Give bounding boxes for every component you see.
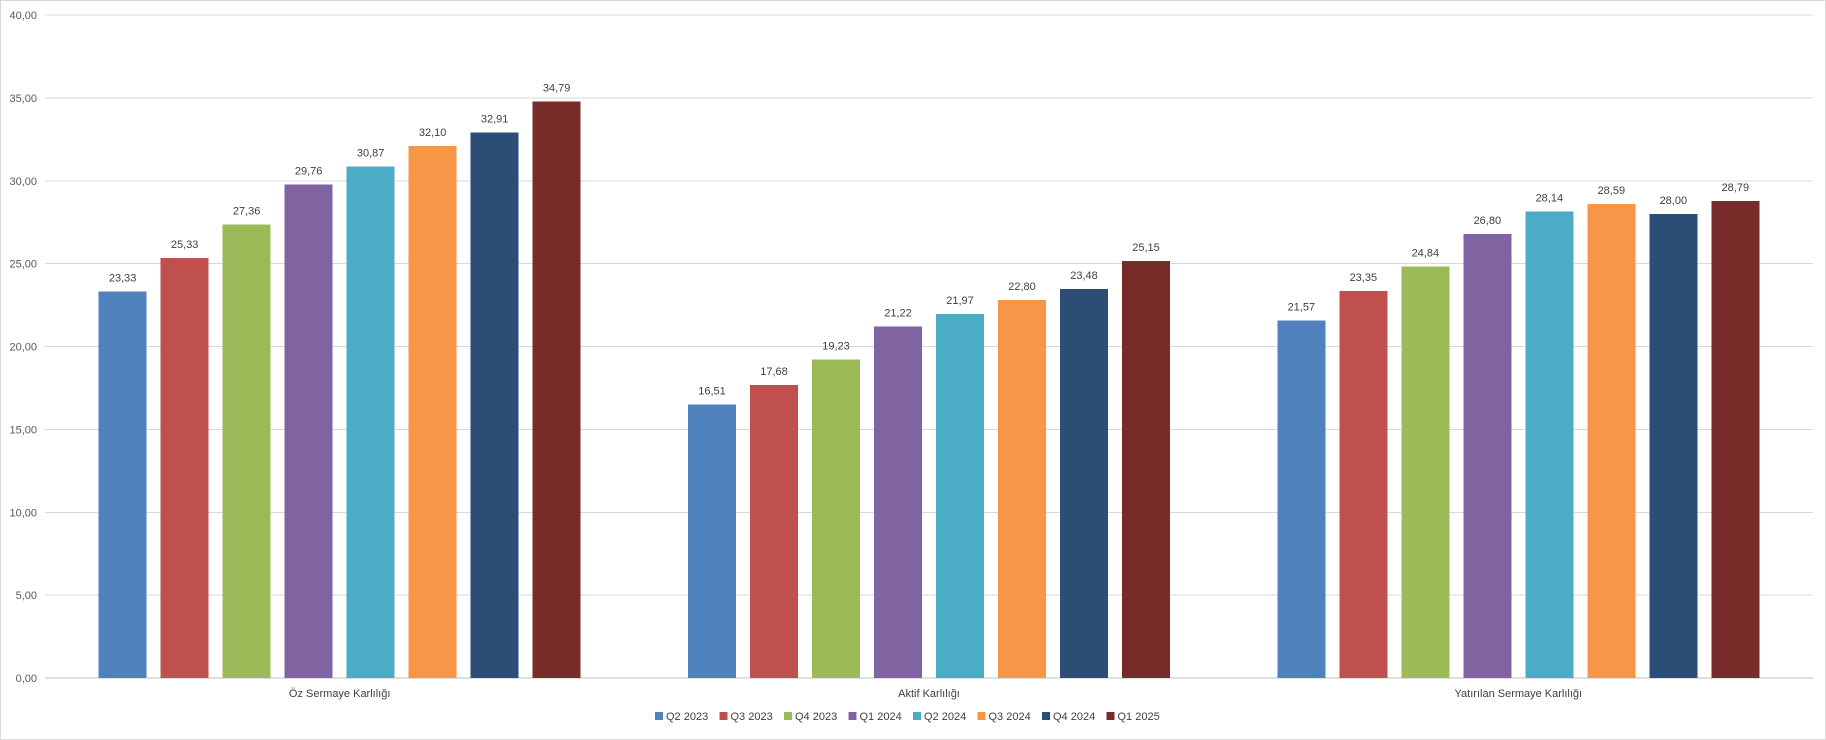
bar-q4-2023-aktif-karliligi	[812, 359, 860, 678]
category-label: Öz Sermaye Karlılığı	[289, 688, 390, 700]
y-tick-label: 35,00	[9, 93, 37, 105]
data-label: 24,84	[1412, 247, 1440, 259]
bar-q3-2024-oz-sermaye-karliligi	[408, 145, 457, 678]
bar-q3-2023-oz-sermaye-karliligi	[160, 258, 209, 678]
bar-q3-2024-aktif-karliligi	[998, 300, 1046, 678]
data-label: 27,36	[233, 206, 261, 218]
legend-swatch	[848, 712, 857, 720]
y-tick-label: 40,00	[9, 10, 37, 22]
legend-item-q4-2024: Q4 2024	[1042, 711, 1095, 723]
bar-q2-2023-yatirilan-sermaye-karliligi	[1277, 320, 1326, 678]
bar-q2-2024-oz-sermaye-karliligi	[346, 166, 395, 678]
legend-item-q2-2024: Q2 2024	[913, 711, 966, 723]
data-label: 32,91	[481, 114, 509, 126]
legend: Q2 2023 Q3 2023 Q4 2023 Q1 2024 Q2 2024 Q3 20…	[655, 711, 1160, 723]
legend-label: Q4 2023	[795, 711, 837, 723]
bar-q1-2024-aktif-karliligi	[874, 326, 922, 678]
data-label: 17,68	[760, 366, 788, 378]
data-label: 29,76	[295, 166, 323, 178]
legend-swatch	[1106, 712, 1115, 720]
legend-label: Q1 2024	[860, 711, 902, 723]
y-tick-label: 5,00	[16, 590, 37, 602]
legend-swatch	[913, 712, 921, 720]
legend-label: Q3 2023	[731, 711, 773, 723]
legend-swatch	[719, 712, 728, 720]
data-label: 26,80	[1474, 215, 1502, 227]
data-labels: 23,33 25,33 27,36 29,76 30,87 32,10 32,91 34,79…	[109, 82, 1749, 397]
data-label: 28,00	[1660, 195, 1688, 207]
y-tick-label: 15,00	[9, 424, 37, 436]
y-tick-label: 30,00	[9, 176, 37, 188]
bar-q2-2024-aktif-karliligi	[936, 313, 984, 678]
category-label: Aktif Karlılığı	[898, 688, 960, 700]
data-label: 32,10	[419, 127, 447, 139]
legend-swatch	[977, 712, 986, 720]
data-label: 16,51	[698, 385, 726, 397]
data-label: 28,14	[1536, 193, 1564, 205]
y-axis-tick-labels: 0,00 5,00 10,00 15,00 20,00 25,00 30,00 35,00 40…	[9, 10, 37, 685]
legend-item-q1-2024: Q1 2024	[848, 711, 902, 723]
bar-q1-2025-yatirilan-sermaye-karliligi	[1711, 200, 1760, 678]
data-label: 30,87	[357, 147, 385, 159]
bar-q3-2023-aktif-karliligi	[750, 384, 798, 678]
bar-q4-2024-aktif-karliligi	[1060, 288, 1108, 678]
legend-swatch	[655, 712, 663, 720]
bar-q1-2025-oz-sermaye-karliligi	[532, 101, 581, 678]
bar-q4-2023-yatirilan-sermaye-karliligi	[1401, 266, 1450, 678]
bars	[98, 101, 1760, 679]
legend-item-q1-2025: Q1 2025	[1106, 711, 1160, 723]
bar-q1-2025-aktif-karliligi	[1122, 261, 1170, 678]
y-tick-label: 10,00	[9, 507, 37, 519]
category-label: Yatırılan Sermaye Karlılığı	[1455, 688, 1583, 700]
bar-q4-2024-yatirilan-sermaye-karliligi	[1649, 213, 1698, 678]
legend-item-q3-2024: Q3 2024	[977, 711, 1031, 723]
bar-q3-2024-yatirilan-sermaye-karliligi	[1587, 204, 1636, 679]
y-tick-label: 0,00	[16, 673, 37, 685]
y-tick-label: 20,00	[9, 342, 37, 354]
bar-q1-2024-yatirilan-sermaye-karliligi	[1463, 233, 1512, 679]
data-label: 28,59	[1598, 185, 1626, 197]
bar-q2-2024-yatirilan-sermaye-karliligi	[1525, 211, 1574, 678]
data-label: 21,57	[1288, 301, 1316, 313]
data-label: 23,33	[109, 272, 137, 284]
data-label: 25,15	[1132, 242, 1160, 254]
legend-label: Q1 2025	[1118, 711, 1160, 723]
category-labels: Öz Sermaye Karlılığı Aktif Karlılığı Yatır…	[289, 688, 1582, 700]
data-label: 22,80	[1008, 281, 1036, 293]
y-tick-label: 25,00	[9, 259, 37, 271]
legend-item-q2-2023: Q2 2023	[655, 711, 708, 723]
bar-q1-2024-oz-sermaye-karliligi	[284, 184, 333, 678]
data-label: 25,33	[171, 239, 199, 251]
legend-item-q4-2023: Q4 2023	[784, 711, 837, 723]
data-label: 23,48	[1070, 270, 1098, 282]
data-label: 34,79	[543, 82, 571, 94]
data-label: 21,22	[884, 307, 912, 319]
legend-swatch	[1042, 712, 1050, 720]
bar-q2-2023-oz-sermaye-karliligi	[98, 291, 147, 678]
bar-q4-2024-oz-sermaye-karliligi	[470, 132, 519, 679]
bar-q3-2023-yatirilan-sermaye-karliligi	[1339, 290, 1388, 678]
data-label: 21,97	[946, 295, 974, 307]
legend-label: Q2 2023	[666, 711, 708, 723]
data-label: 23,35	[1350, 272, 1378, 284]
legend-item-q3-2023: Q3 2023	[719, 711, 773, 723]
data-label: 19,23	[822, 340, 850, 352]
bar-q4-2023-oz-sermaye-karliligi	[222, 224, 271, 678]
legend-label: Q2 2024	[924, 711, 966, 723]
data-label: 28,79	[1722, 182, 1750, 194]
bar-q2-2023-aktif-karliligi	[688, 404, 736, 678]
legend-swatch	[784, 712, 792, 720]
legend-label: Q4 2024	[1053, 711, 1095, 723]
gridlines	[45, 14, 1813, 679]
legend-label: Q3 2024	[989, 711, 1031, 723]
